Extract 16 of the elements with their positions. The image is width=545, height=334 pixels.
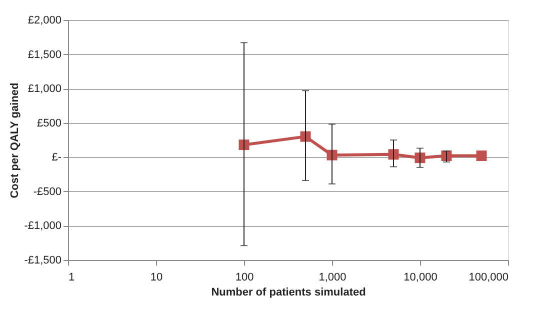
y-tick-label: £2,000	[28, 14, 62, 26]
y-tick-label: -£1,500	[24, 254, 62, 266]
x-tick-label: 10	[150, 272, 163, 284]
x-axis-title: Number of patients simulated	[211, 286, 366, 298]
x-tick-label: 100,000	[468, 272, 508, 284]
x-tick-label: 100	[235, 272, 254, 284]
x-tick-label: 1,000	[318, 272, 346, 284]
y-tick-label: £500	[37, 117, 62, 130]
x-tick-label: 10,000	[404, 272, 438, 284]
y-axis-title: Cost per QALY gained	[9, 82, 22, 198]
y-tick-label: £1,500	[28, 48, 62, 61]
y-tick-label: £1,000	[28, 83, 62, 96]
y-tick-label: £-	[52, 152, 62, 164]
y-tick-label: -£1,000	[24, 220, 62, 232]
y-tick-label: -£500	[33, 186, 62, 198]
x-tick-label: 1	[68, 272, 75, 284]
